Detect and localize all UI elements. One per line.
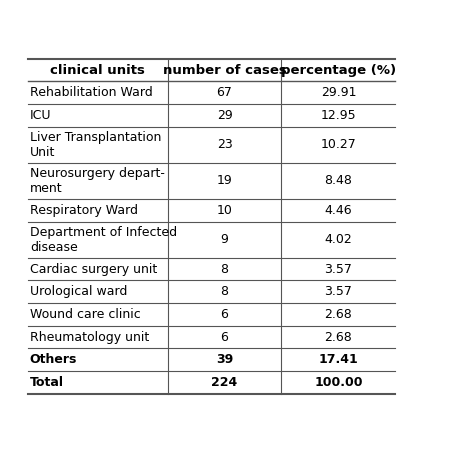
Text: percentage (%): percentage (%)	[281, 64, 396, 76]
Text: 2.68: 2.68	[325, 330, 352, 344]
Text: 29.91: 29.91	[321, 86, 356, 99]
Text: 23: 23	[217, 138, 232, 151]
Text: Cardiac surgery unit: Cardiac surgery unit	[30, 263, 157, 276]
Text: Urological ward: Urological ward	[30, 285, 127, 298]
Text: clinical units: clinical units	[50, 64, 145, 76]
Text: 3.57: 3.57	[325, 263, 352, 276]
Text: Department of Infected
disease: Department of Infected disease	[30, 226, 177, 254]
Text: ICU: ICU	[30, 109, 51, 122]
Text: Rheumatology unit: Rheumatology unit	[30, 330, 149, 344]
Text: 39: 39	[216, 353, 233, 366]
Text: 17.41: 17.41	[319, 353, 358, 366]
Text: 6: 6	[220, 308, 228, 321]
Text: 224: 224	[211, 376, 237, 389]
Text: 8: 8	[220, 263, 228, 276]
Text: 8: 8	[220, 285, 228, 298]
Text: Wound care clinic: Wound care clinic	[30, 308, 141, 321]
Text: Respiratory Ward: Respiratory Ward	[30, 204, 138, 217]
Text: 100.00: 100.00	[314, 376, 363, 389]
Text: 9: 9	[220, 233, 228, 246]
Text: Others: Others	[30, 353, 77, 366]
Text: 19: 19	[217, 174, 232, 187]
Text: 8.48: 8.48	[325, 174, 352, 187]
Text: 10: 10	[217, 204, 232, 217]
Text: 10.27: 10.27	[320, 138, 356, 151]
Text: Neurosurgery depart-
ment: Neurosurgery depart- ment	[30, 167, 165, 195]
Text: 4.02: 4.02	[325, 233, 352, 246]
Text: Total: Total	[30, 376, 64, 389]
Text: 2.68: 2.68	[325, 308, 352, 321]
Text: 67: 67	[217, 86, 232, 99]
Text: Liver Transplantation
Unit: Liver Transplantation Unit	[30, 131, 161, 159]
Text: 12.95: 12.95	[320, 109, 356, 122]
Text: 29: 29	[217, 109, 232, 122]
Text: 6: 6	[220, 330, 228, 344]
Text: 3.57: 3.57	[325, 285, 352, 298]
Text: number of cases: number of cases	[163, 64, 286, 76]
Text: 4.46: 4.46	[325, 204, 352, 217]
Text: Rehabilitation Ward: Rehabilitation Ward	[30, 86, 153, 99]
